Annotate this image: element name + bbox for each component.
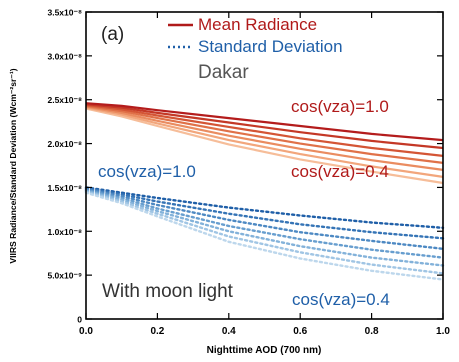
std-series-line: [84, 191, 445, 281]
x-tick-label: 0.0: [79, 326, 93, 337]
x-tick-label: 0.4: [222, 326, 236, 337]
y-tick-label: 2.0x10⁻⁸: [47, 139, 82, 149]
plot-frame: [85, 11, 444, 320]
moon-light-note: With moon light: [102, 281, 234, 302]
location-label: Dakar: [198, 62, 249, 83]
x-tick-label: 0.8: [365, 326, 379, 337]
std-top-annotation: cos(vza)=1.0: [98, 162, 196, 181]
std-series-group: [84, 186, 445, 281]
x-tick-label: 0.6: [293, 326, 307, 337]
x-axis: 0.0 0.2 0.4 0.6 0.8 1.0: [79, 12, 450, 337]
radiance-bottom-annotation: cos(vza)=0.4: [291, 162, 389, 181]
x-axis-title: Nighttime AOD (700 nm): [207, 345, 322, 356]
y-tick-label: 2.5x10⁻⁸: [47, 95, 82, 105]
std-series-line: [84, 187, 445, 240]
x-tick-label: 0.2: [150, 326, 164, 337]
mean-radiance-series-line: [85, 103, 444, 157]
x-tick-label: 1.0: [436, 326, 450, 337]
y-axis: 0 5.0x10⁻⁹ 1.0x10⁻⁸ 1.5x10⁻⁸ 2.0x10⁻⁸ 2.5x10⁻…: [47, 8, 443, 325]
std-bottom-annotation: cos(vza)=0.4: [292, 290, 390, 309]
y-tick-label: 1.0x10⁻⁸: [47, 227, 82, 237]
mean-radiance-series-line: [85, 107, 444, 185]
mean-radiance-series-line: [85, 102, 444, 142]
legend: (a) Mean Radiance Standard Deviation Dak…: [101, 15, 343, 83]
panel-label: (a): [101, 24, 124, 45]
legend-label-standard-deviation: Standard Deviation: [198, 37, 343, 56]
legend-label-mean-radiance: Mean Radiance: [198, 15, 317, 34]
std-series-line: [84, 190, 445, 275]
mean-radiance-series-line: [85, 106, 444, 178]
std-series-line: [84, 186, 445, 229]
mean-radiance-series-line: [85, 105, 444, 171]
std-series-line: [84, 188, 445, 250]
std-series-line: [84, 188, 445, 259]
radiance-series-group: [85, 102, 444, 185]
mean-radiance-series-line: [85, 103, 444, 150]
y-tick-label: 3.5x10⁻⁸: [47, 8, 82, 18]
y-axis-title: VIIRS Radiance/Standard Deviation (Wcm⁻²…: [8, 68, 18, 263]
y-tick-label: 3.0x10⁻⁸: [47, 51, 82, 61]
y-tick-label: 5.0x10⁻⁹: [47, 271, 82, 281]
y-tick-label: 0: [77, 315, 82, 325]
std-series-line: [84, 189, 445, 267]
mean-radiance-series-line: [85, 104, 444, 164]
radiance-top-annotation: cos(vza)=1.0: [291, 97, 389, 116]
y-tick-label: 1.5x10⁻⁸: [47, 183, 82, 193]
